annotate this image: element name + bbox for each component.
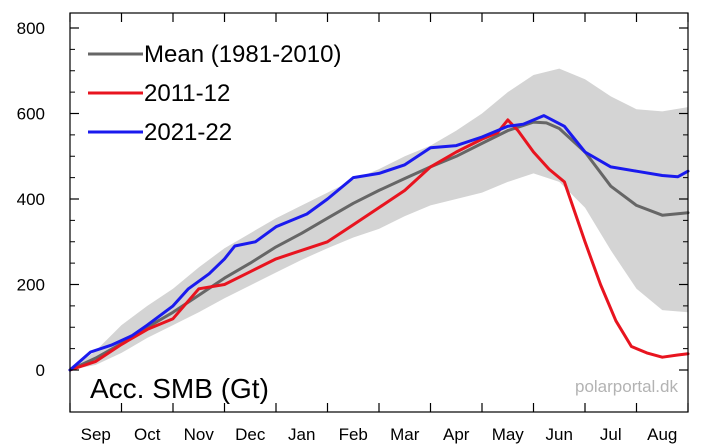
range-band: [70, 68, 688, 370]
series-layer: [68, 114, 690, 372]
series-line-2: [68, 114, 690, 372]
x-tick-label: Dec: [235, 425, 266, 444]
x-tick-label: Jun: [546, 425, 573, 444]
series-line-1: [68, 118, 690, 372]
x-tick-label: Mar: [390, 425, 420, 444]
y-tick-label: 200: [17, 276, 45, 295]
x-tick-label: Sep: [81, 425, 111, 444]
x-tick-label: Nov: [184, 425, 215, 444]
x-tick-label: Jul: [600, 425, 622, 444]
x-tick-label: May: [492, 425, 525, 444]
y-tick-label: 0: [36, 361, 45, 380]
x-tick-label: Aug: [647, 425, 677, 444]
x-tick-label: Jan: [288, 425, 315, 444]
legend-label-1: 2011-12: [144, 80, 230, 107]
x-tick-label: Oct: [134, 425, 161, 444]
y-axis-label: Acc. SMB (Gt): [90, 373, 269, 404]
legend: Mean (1981-2010) 2011-12 2021-22: [88, 41, 341, 146]
y-tick-label: 800: [17, 19, 45, 38]
range-band-layer: [70, 68, 688, 370]
legend-label-2: 2021-22: [144, 119, 232, 146]
credit-text: polarportal.dk: [575, 377, 679, 396]
x-tick-label: Apr: [443, 425, 470, 444]
axes-layer: 0 200 400 600 800 Sep Oct Nov Dec Jan Feb Mar Apr May…: [17, 12, 689, 444]
y-tick-label: 600: [17, 105, 45, 124]
x-tick-label: Feb: [339, 425, 368, 444]
y-tick-label: 400: [17, 190, 45, 209]
legend-label-0: Mean (1981-2010): [144, 41, 341, 68]
